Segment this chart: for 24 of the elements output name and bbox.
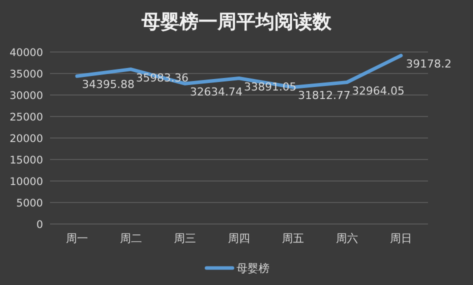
data-label: 31812.77 [298, 89, 350, 102]
y-tick-label: 10000 [10, 176, 43, 188]
y-tick-label: 15000 [10, 154, 43, 166]
data-label: 32634.74 [190, 86, 242, 99]
x-tick-label: 周五 [282, 232, 304, 245]
y-tick-label: 30000 [10, 90, 43, 102]
x-tick-label: 周一 [66, 232, 88, 245]
x-tick-label: 周四 [228, 232, 250, 245]
x-tick-label: 周三 [174, 232, 196, 245]
data-label: 32964.05 [352, 84, 404, 98]
x-tick-label: 周二 [120, 232, 142, 245]
y-tick-label: 0 [36, 219, 43, 231]
data-label: 39178.2 [406, 58, 452, 71]
y-tick-label: 20000 [10, 133, 43, 145]
y-tick-label: 25000 [10, 112, 43, 124]
x-tick-label: 周六 [336, 232, 358, 245]
y-tick-label: 35000 [10, 68, 43, 80]
legend-label: 母婴榜 [236, 262, 270, 275]
data-label: 34395.88 [82, 78, 134, 92]
x-tick-label: 周日 [390, 232, 412, 245]
title: 母婴榜一周平均阅读数 [142, 11, 332, 33]
data-label: 33891.05 [244, 80, 296, 94]
y-tick-label: 5000 [16, 198, 43, 210]
y-tick-label: 40000 [10, 47, 43, 59]
